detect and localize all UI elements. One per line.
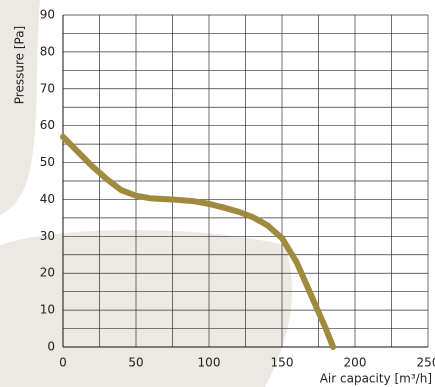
x-tick-label: 150 (271, 356, 294, 370)
x-tick-label: 200 (344, 356, 367, 370)
background-shape (0, 230, 293, 387)
y-tick-label: 0 (47, 340, 55, 354)
y-tick-label: 70 (40, 81, 55, 95)
y-axis-label: Pressure [Pa] (13, 26, 27, 104)
line (60, 133, 337, 350)
y-tick-label: 50 (40, 155, 55, 169)
x-axis-label: Air capacity [m³/h] (320, 372, 432, 386)
y-tick-label: 30 (40, 229, 55, 243)
y-tick-label: 10 (40, 303, 55, 317)
x-tick-label: 0 (59, 356, 67, 370)
y-tick-label: 20 (40, 266, 55, 280)
x-tick-label: 100 (198, 356, 221, 370)
background-shape (0, 0, 40, 215)
y-tick-label: 40 (40, 192, 55, 206)
y-tick-label: 60 (40, 118, 55, 132)
x-tick-label: 250 (417, 356, 435, 370)
x-tick-label: 50 (128, 356, 143, 370)
y-tick-label: 80 (40, 44, 55, 58)
y-tick-label: 90 (40, 8, 55, 22)
